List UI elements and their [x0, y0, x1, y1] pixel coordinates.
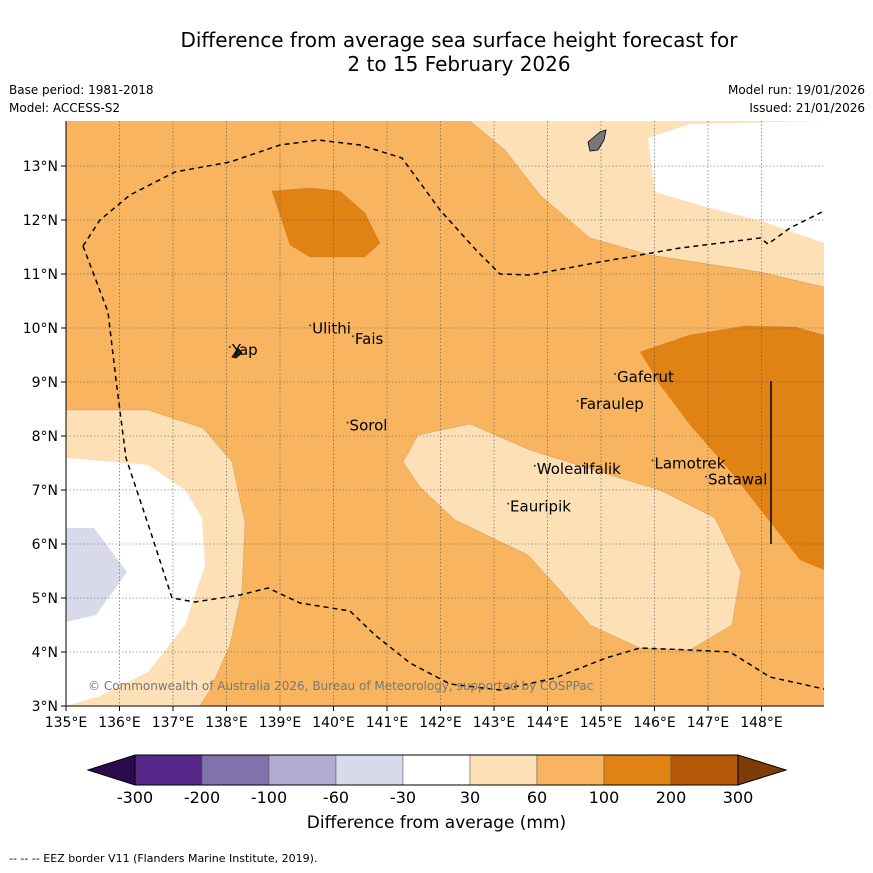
- copyright-text: © Commonwealth of Australia 2026, Bureau…: [88, 679, 593, 693]
- lat-tick-label: 9°N: [32, 375, 58, 391]
- model-run: Model run: 19/01/2026: [727, 83, 865, 97]
- lat-tick-label: 5°N: [32, 591, 58, 607]
- yap-island-shape: [231, 347, 243, 359]
- colorbar-swatch-m60_m30: [335, 754, 404, 786]
- place-label-woleai: Woleai: [537, 460, 587, 478]
- title-line-1: Difference from average sea surface heig…: [180, 28, 738, 52]
- colorbar-tick-label: -300: [117, 788, 153, 807]
- place-marker: [614, 373, 617, 375]
- lat-tick-label: 12°N: [23, 213, 58, 229]
- eez-footnote: -- -- -- EEZ border V11 (Flanders Marine…: [9, 852, 318, 865]
- contour-neutral-west: [66, 458, 205, 706]
- contour-m60-m30-west: [66, 528, 127, 622]
- place-marker: [228, 346, 231, 348]
- eez-border-line-west: [82, 245, 825, 691]
- lon-tick-label: 140°E: [312, 715, 355, 731]
- colorbar-label: Difference from average (mm): [306, 813, 567, 833]
- lon-tick-label: 145°E: [580, 715, 623, 731]
- colorbar-tick-label: -200: [184, 788, 220, 807]
- colorbar-tick-label: 60: [527, 788, 547, 807]
- eez-border-line: [82, 139, 825, 276]
- colorbar-swatch-m300_m200: [134, 754, 203, 786]
- latitude-axis: 3°N 4°N 5°N 6°N 7°N 8°N 9°N 10°N 11°N 12°N 13°N: [23, 159, 66, 715]
- colorbar-extend-low: [86, 754, 136, 786]
- place-marker: [346, 421, 349, 424]
- colorbar-swatch-p60_100: [536, 754, 605, 786]
- place-label-sorol: Sorol: [350, 417, 388, 435]
- contour-layer: [66, 121, 824, 706]
- place-marker: [533, 464, 536, 467]
- lon-tick-label: 139°E: [259, 715, 302, 731]
- place-marker: [309, 324, 312, 327]
- place-marker: [581, 464, 584, 467]
- guam-island-shape: [587, 129, 607, 152]
- contour-neutral-northeast: [648, 121, 824, 243]
- lat-tick-label: 6°N: [32, 537, 58, 553]
- lat-tick-label: 7°N: [32, 483, 58, 499]
- colorbar-tick-label: 300: [723, 788, 754, 807]
- title-line-2: 2 to 15 February 2026: [347, 52, 571, 76]
- colorbar-swatch-p200_300: [670, 754, 739, 786]
- place-label-fais: Fais: [355, 330, 384, 348]
- lon-tick-label: 148°E: [740, 715, 783, 731]
- lat-tick-label: 8°N: [32, 429, 58, 445]
- colorbar-swatch-m200_m100: [201, 754, 270, 786]
- contour-30-60-central: [403, 424, 741, 650]
- lon-tick-label: 143°E: [473, 715, 516, 731]
- lat-tick-label: 3°N: [32, 699, 58, 715]
- lon-tick-label: 146°E: [633, 715, 676, 731]
- lon-tick-label: 135°E: [45, 715, 88, 731]
- lon-tick-label: 144°E: [526, 715, 569, 731]
- place-label-yap: Yap: [231, 341, 258, 359]
- lon-tick-label: 136°E: [98, 715, 141, 731]
- colorbar-outline: [134, 754, 739, 786]
- place-label-ulithi: Ulithi: [312, 319, 351, 337]
- colorbar-tick-label: -30: [390, 788, 416, 807]
- lat-tick-label: 4°N: [32, 645, 58, 661]
- longitude-axis: 135°E 136°E 137°E 138°E 139°E 140°E 141°E 142°E…: [45, 706, 783, 731]
- colorbar-tick-label: 100: [589, 788, 620, 807]
- colorbar-swatch-p100_200: [603, 754, 672, 786]
- gridlines: [66, 121, 824, 706]
- place-marker: [705, 475, 707, 478]
- colorbar-extend-high: [737, 754, 788, 786]
- colorbar: -300 -200 -100 -60 -30 30 60 100 200 300: [86, 754, 788, 807]
- contour-100-200-east: [640, 326, 824, 570]
- lon-tick-label: 142°E: [419, 715, 462, 731]
- place-label-satawal: Satawal: [708, 471, 767, 489]
- place-label-gaferut: Gaferut: [617, 368, 674, 386]
- model-name: Model: ACCESS-S2: [9, 101, 121, 115]
- lat-tick-label: 10°N: [23, 321, 58, 337]
- colorbar-swatch-p30_60: [469, 754, 538, 786]
- lon-tick-label: 141°E: [366, 715, 409, 731]
- lon-tick-label: 138°E: [205, 715, 248, 731]
- place-label-ifalik: Ifalik: [585, 460, 621, 478]
- base-period: Base period: 1981-2018: [9, 83, 154, 97]
- chart-title: Difference from average sea surface heig…: [0, 28, 873, 76]
- issued-date: Issued: 21/01/2026: [749, 101, 865, 115]
- place-marker: [576, 400, 579, 402]
- lon-tick-label: 147°E: [687, 715, 730, 731]
- colorbar-swatch-m30_30: [402, 754, 471, 786]
- colorbar-swatch-m100_m60: [268, 754, 337, 786]
- colorbar-tick-label: -60: [323, 788, 349, 807]
- meta-right: Model run: 19/01/2026 Issued: 21/01/2026: [728, 81, 865, 117]
- place-label-eauripik: Eauripik: [510, 498, 571, 516]
- colorbar-tick-label: 200: [656, 788, 687, 807]
- contour-100-200-north: [272, 188, 380, 257]
- colorbar-tick-label: 30: [460, 788, 480, 807]
- place-label-lamotrek: Lamotrek: [655, 454, 726, 472]
- place-marker: [507, 502, 510, 505]
- lon-tick-label: 137°E: [152, 715, 195, 731]
- place-label-faraulep: Faraulep: [580, 395, 644, 413]
- colorbar-tick-label: -100: [251, 788, 287, 807]
- place-marker: [351, 335, 354, 338]
- lat-tick-label: 11°N: [23, 267, 58, 283]
- lat-tick-label: 13°N: [23, 159, 58, 175]
- meta-left: Base period: 1981-2018 Model: ACCESS-S2: [9, 81, 154, 117]
- place-marker: [651, 459, 654, 462]
